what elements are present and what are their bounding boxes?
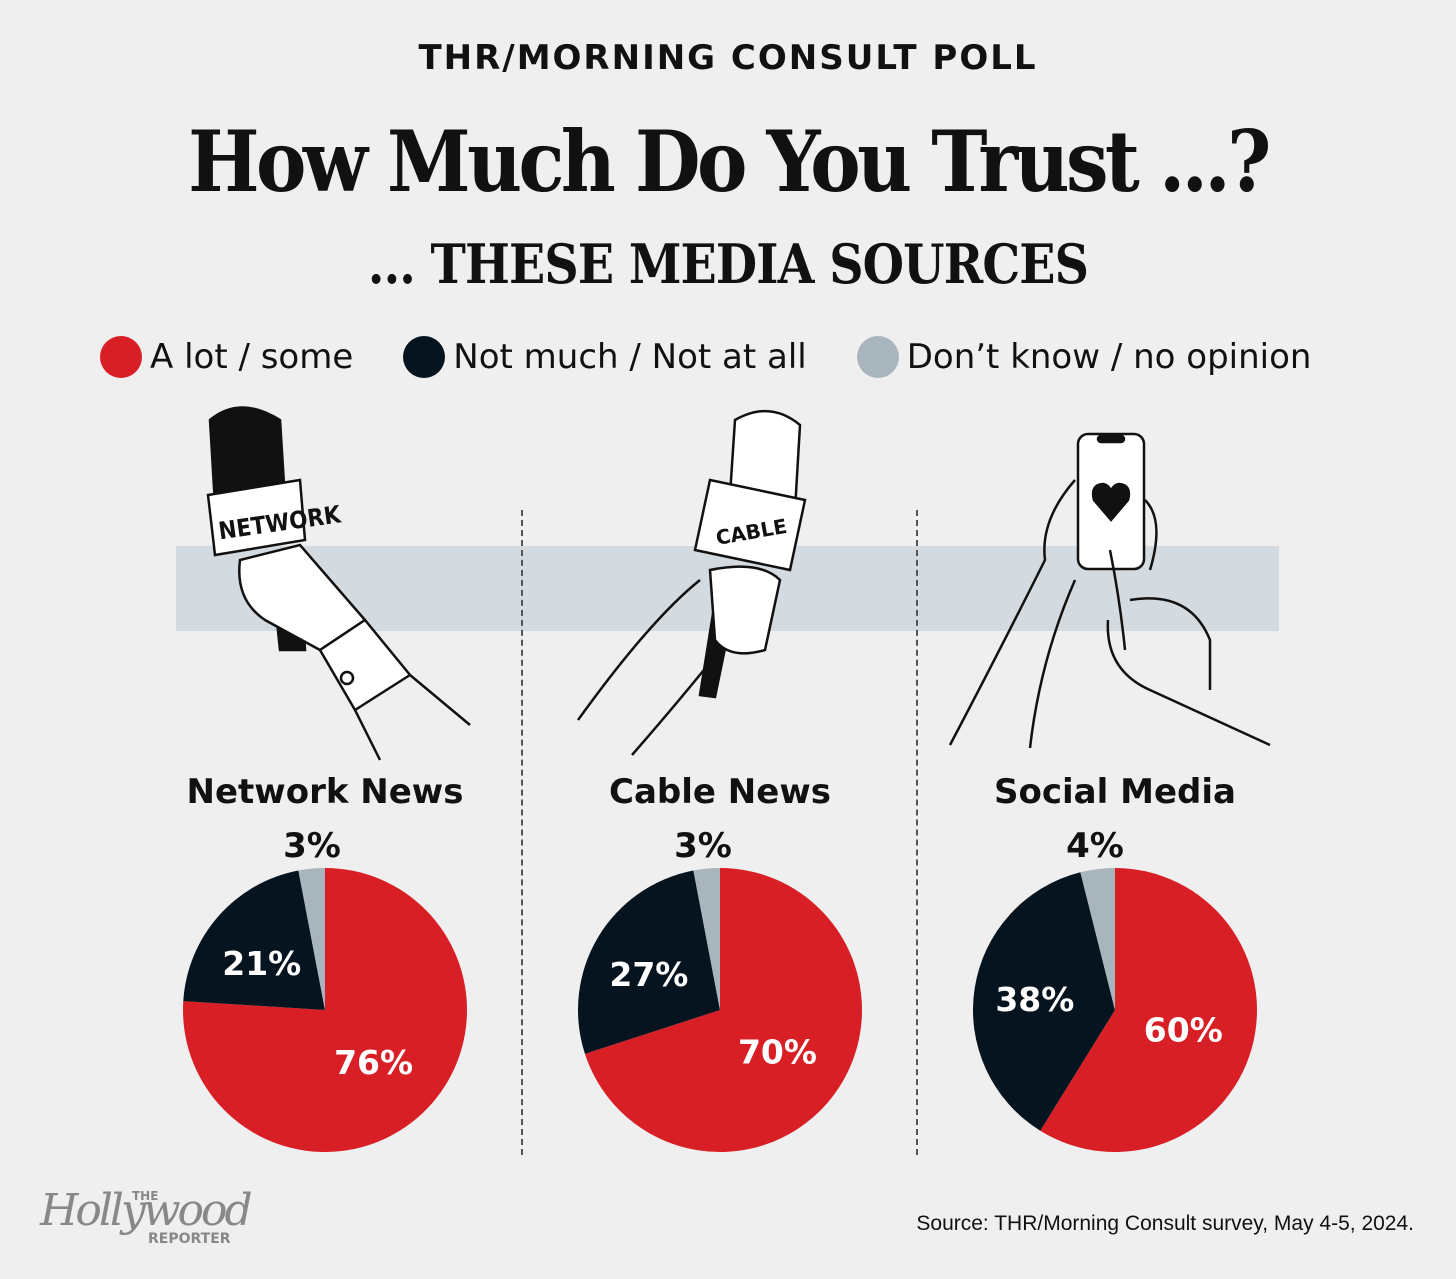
legend-item-not-much: Not much / Not at all: [403, 336, 807, 378]
data-label-a-lot: 60%: [1144, 1010, 1223, 1049]
legend-item-dont-know: Don’t know / no opinion: [856, 336, 1312, 378]
illustrations: NETWORK CABLE: [206, 406, 1271, 761]
legend-label: Don’t know / no opinion: [906, 337, 1312, 377]
source-note: Source: THR/Morning Consult survey, May …: [916, 1212, 1414, 1235]
category-title: Cable News: [609, 772, 831, 812]
slice-not-much: [578, 870, 720, 1054]
network-microphone-icon: NETWORK: [206, 406, 471, 761]
slice-dont-know: [1080, 868, 1115, 1010]
kicker: THR/MORNING CONSULT POLL: [418, 38, 1038, 78]
data-label-dont-know: 3%: [674, 826, 732, 866]
category-title: Network News: [186, 772, 464, 812]
divider: [916, 510, 918, 1155]
category-title: Social Media: [994, 772, 1236, 812]
smartphone-hands-icon: [948, 432, 1271, 749]
slice-not-much: [183, 870, 325, 1010]
data-label-a-lot: 70%: [738, 1033, 817, 1072]
data-label-not-much: 38%: [995, 980, 1074, 1019]
slice-a-lot: [584, 868, 862, 1152]
slice-not-much: [972, 872, 1115, 1131]
legend-label: Not much / Not at all: [453, 337, 807, 377]
data-label-not-much: 27%: [609, 955, 688, 994]
slice-a-lot: [1040, 868, 1257, 1152]
legend-swatch: [856, 336, 899, 378]
divider: [521, 510, 523, 1155]
slice-dont-know: [298, 868, 325, 1010]
slice-dont-know: [693, 868, 720, 1010]
legend-swatch: [100, 336, 142, 378]
legend-item-a-lot: A lot / some: [100, 336, 353, 378]
data-label-dont-know: 4%: [1066, 826, 1124, 866]
legend-label: A lot / some: [150, 337, 354, 377]
chart-title: How Much Do You Trust ...?: [188, 112, 1271, 211]
slice-a-lot: [183, 868, 467, 1153]
data-label-not-much: 21%: [222, 944, 301, 983]
cable-microphone-icon: CABLE: [576, 409, 807, 756]
legend: A lot / some Not much / Not at all Don’t…: [100, 336, 1361, 378]
logo: Hollywood THE REPORTER: [40, 1185, 253, 1247]
legend-swatch: [403, 336, 446, 378]
data-label-a-lot: 76%: [334, 1043, 413, 1082]
data-label-dont-know: 3%: [283, 826, 341, 866]
chart-subtitle: ... THESE MEDIA SOURCES: [367, 232, 1089, 296]
